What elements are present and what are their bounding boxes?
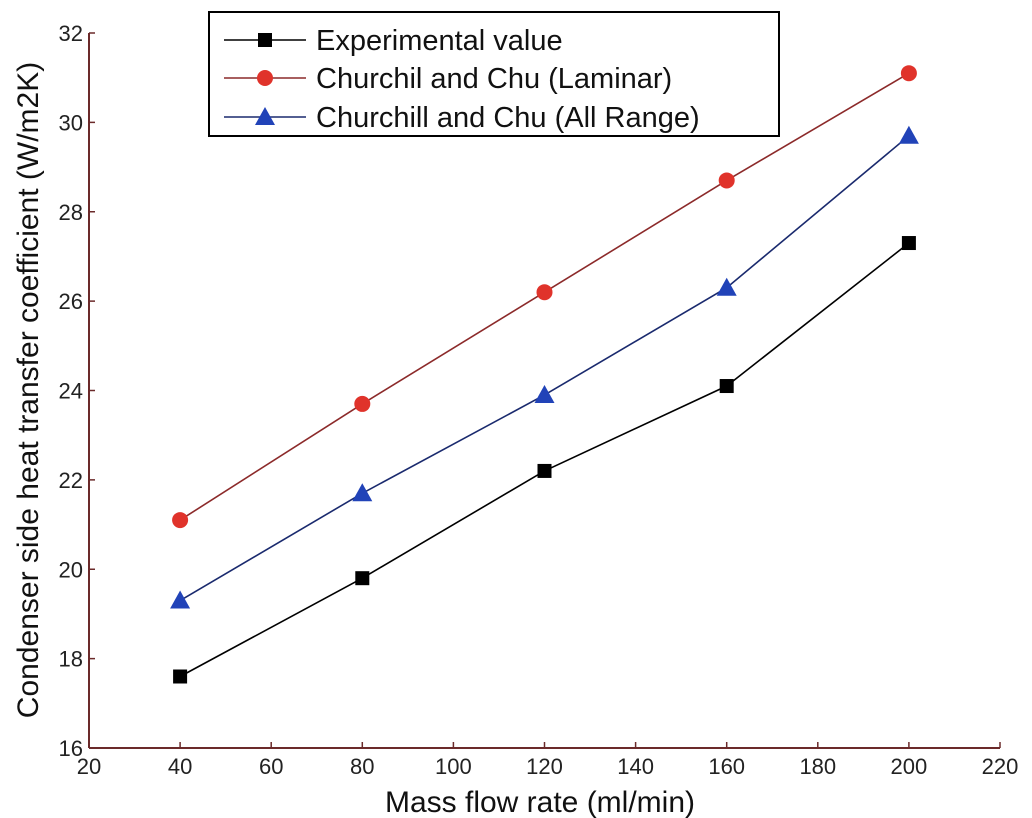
legend-marker-circle xyxy=(257,70,273,86)
data-point-circle xyxy=(172,512,189,529)
x-tick-label: 80 xyxy=(350,754,374,779)
series-line xyxy=(179,135,910,602)
x-tick-label: 120 xyxy=(526,754,563,779)
series-layer xyxy=(170,65,919,684)
x-tick-label: 160 xyxy=(708,754,745,779)
x-tick-label: 220 xyxy=(982,754,1019,779)
y-tick-label: 28 xyxy=(59,200,83,225)
y-tick-label: 24 xyxy=(59,379,83,404)
y-tick-label: 32 xyxy=(59,21,83,46)
x-tick-label: 60 xyxy=(259,754,283,779)
x-tick-label: 40 xyxy=(168,754,192,779)
data-point-triangle xyxy=(534,384,555,403)
series-square xyxy=(173,236,916,684)
x-tick-label: 180 xyxy=(799,754,836,779)
x-tick-label: 140 xyxy=(617,754,654,779)
x-axis-title: Mass flow rate (ml/min) xyxy=(385,786,695,818)
series-line xyxy=(179,242,910,678)
legend-label: Churchill and Chu (All Range) xyxy=(316,102,700,134)
y-tick-label: 22 xyxy=(59,468,83,493)
y-tick-label: 16 xyxy=(59,736,83,761)
y-axis-title: Condenser side heat transfer coefficient… xyxy=(12,62,45,718)
data-point-triangle xyxy=(352,483,373,502)
x-tick-label: 200 xyxy=(891,754,928,779)
ticks: 20 40 60 80 100 120 140 160 180 200 220 16 18 20 22 24 2… xyxy=(59,21,1019,779)
y-tick-label: 20 xyxy=(59,557,83,582)
y-tick-label: 30 xyxy=(59,110,83,135)
y-tick-label: 18 xyxy=(59,647,83,672)
legend-label: Experimental value xyxy=(316,25,563,57)
data-point-circle xyxy=(354,395,371,412)
data-point-square xyxy=(537,463,552,478)
data-point-square xyxy=(355,571,370,586)
data-point-square xyxy=(173,669,188,684)
x-tick-label: 100 xyxy=(435,754,472,779)
legend-label: Churchil and Chu (Laminar) xyxy=(316,63,672,95)
y-tick-label: 26 xyxy=(59,289,83,314)
legend-marker-square xyxy=(258,33,272,47)
legend-box xyxy=(208,11,780,137)
legend: Experimental value Churchil and Chu (Lami… xyxy=(208,11,780,137)
data-point-triangle xyxy=(898,125,919,144)
data-point-circle xyxy=(536,284,553,301)
data-point-triangle xyxy=(170,590,191,609)
x-tick-label: 20 xyxy=(77,754,101,779)
series-triangle xyxy=(170,125,919,609)
data-point-square xyxy=(901,236,916,251)
data-point-circle xyxy=(900,65,917,82)
legend-marker-triangle xyxy=(255,107,275,125)
data-point-circle xyxy=(718,172,735,189)
series-circle xyxy=(172,65,917,529)
data-point-square xyxy=(719,379,734,394)
data-point-triangle xyxy=(716,277,737,296)
